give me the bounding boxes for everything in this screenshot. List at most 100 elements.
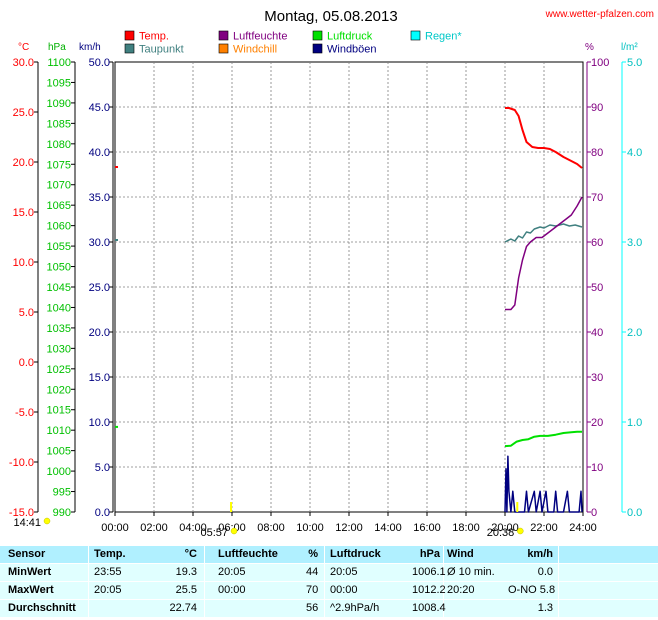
legend-label: Temp. xyxy=(139,31,169,43)
legend-swatch xyxy=(124,30,135,41)
stats-cell: Durchschnitt xyxy=(8,602,76,614)
stats-cell: % xyxy=(308,548,318,560)
x-tick-label: 10:00 xyxy=(296,522,324,534)
pressure-tick-label: 995 xyxy=(53,487,71,499)
stats-column-divider xyxy=(443,582,444,600)
stats-cell: km/h xyxy=(527,548,553,560)
humidity-tick-label: 30 xyxy=(591,372,603,384)
stats-column-divider xyxy=(558,582,559,600)
temp-tick-label: 5.0 xyxy=(19,307,34,319)
temp-unit-label: °C xyxy=(18,42,29,53)
axes: 30.0 25.0 20.0 15.0 10.0 5.0 0.0 -5.0 -10.0 -15.0… xyxy=(9,57,642,534)
stats-header-row: Sensor Temp. °C Luftfeuchte% Luftdruck hPa Win… xyxy=(0,546,658,564)
humidity-tick-label: 60 xyxy=(591,237,603,249)
rain-tick-label: 4.0 xyxy=(627,147,642,159)
stats-cell: 1008.4 xyxy=(412,602,446,614)
humidity-tick-label: 0 xyxy=(591,507,597,519)
legend-label: Luftfeuchte xyxy=(233,31,287,43)
pressure-tick-label: 1085 xyxy=(47,118,71,130)
stats-column-divider xyxy=(443,600,444,618)
stats-column-divider xyxy=(88,600,89,618)
wind-tick-label: 45.0 xyxy=(89,102,110,114)
stats-cell: 20:05 xyxy=(218,566,246,578)
temp-tick-label: 25.0 xyxy=(13,107,34,119)
rain-tick-label: 0.0 xyxy=(627,507,642,519)
stats-cell: °C xyxy=(184,548,197,560)
stats-column-divider xyxy=(558,564,559,582)
wind-tick-label: 35.0 xyxy=(89,192,110,204)
legend-swatch xyxy=(312,30,323,41)
wind-tick-label: 5.0 xyxy=(95,462,110,474)
legend-swatch xyxy=(218,43,229,54)
x-tick-label: 12:00 xyxy=(335,522,363,534)
stats-cell: 1012.2 xyxy=(412,584,446,596)
legend-label: Luftdruck xyxy=(327,31,373,43)
pressure-tick-label: 1050 xyxy=(47,262,71,274)
x-tick-label: 06:00 xyxy=(218,522,246,534)
pressure-tick-label: 1090 xyxy=(47,98,71,110)
pressure-tick-label: 1040 xyxy=(47,302,71,314)
wind-tick-label: 25.0 xyxy=(89,282,110,294)
x-tick-label: 04:00 xyxy=(179,522,207,534)
temp-tick-label: 20.0 xyxy=(13,157,34,169)
humidity-tick-label: 70 xyxy=(591,192,603,204)
stats-cell: 0.0 xyxy=(537,566,553,578)
x-tick-label: 16:00 xyxy=(413,522,441,534)
legend-label: Windchill xyxy=(233,44,277,56)
stats-cell: 20:05 xyxy=(94,584,122,596)
sun-icon xyxy=(230,527,238,535)
pressure-tick-label: 1030 xyxy=(47,343,71,355)
stats-cell: Sensor xyxy=(8,548,46,560)
pressure-tick-label: 1035 xyxy=(47,323,71,335)
rain-tick-label: 1.0 xyxy=(627,417,642,429)
pressure-tick-label: 1065 xyxy=(47,200,71,212)
stats-column-divider xyxy=(88,546,89,564)
stats-row: Durchschnitt 22.74 56 ^2.9hPa/h 1008.4 1.3 xyxy=(0,600,658,618)
pressure-tick-label: 1080 xyxy=(47,139,71,151)
series-line-2 xyxy=(505,196,583,311)
humidity-tick-label: 80 xyxy=(591,147,603,159)
pressure-tick-label: 1055 xyxy=(47,241,71,253)
stats-cell: MaxWert xyxy=(8,584,54,596)
humidity-tick-label: 40 xyxy=(591,327,603,339)
temp-tick-label: 0.0 xyxy=(19,357,34,369)
wind-tick-label: 20.0 xyxy=(89,327,110,339)
pressure-tick-label: 990 xyxy=(53,507,71,519)
wind-tick-label: 0.0 xyxy=(95,507,110,519)
stats-cell: Luftdruck xyxy=(330,548,381,560)
stats-column-divider xyxy=(88,564,89,582)
stats-column-divider xyxy=(324,582,325,600)
stats-column-divider xyxy=(88,582,89,600)
legend-swatch xyxy=(124,43,135,54)
x-tick-label: 14:00 xyxy=(374,522,402,534)
series-group xyxy=(115,107,583,513)
sun-icon xyxy=(43,517,51,525)
sun-time-label: 05:57 xyxy=(200,527,228,539)
humidity-tick-label: 10 xyxy=(591,462,603,474)
wind-tick-label: 10.0 xyxy=(89,417,110,429)
stats-column-divider xyxy=(443,546,444,564)
humidity-tick-label: 20 xyxy=(591,417,603,429)
grid xyxy=(114,61,584,513)
pressure-tick-label: 1010 xyxy=(47,425,71,437)
wind-tick-label: 15.0 xyxy=(89,372,110,384)
stats-cell: Wind xyxy=(447,548,474,560)
stats-cell: 00:00 xyxy=(330,584,358,596)
stats-column-divider xyxy=(204,600,205,618)
stats-cell: Luftfeuchte xyxy=(218,548,278,560)
stats-column-divider xyxy=(324,564,325,582)
stats-column-divider xyxy=(443,564,444,582)
stats-cell: 25.5 xyxy=(175,584,197,596)
humidity-tick-label: 100 xyxy=(591,57,609,69)
stats-cell: 23:55 xyxy=(94,566,122,578)
legend-label: Regen* xyxy=(425,31,462,43)
stats-column-divider xyxy=(204,564,205,582)
series-line-4 xyxy=(504,455,583,513)
sun-time-label: 14:41 xyxy=(13,517,41,529)
pressure-tick-label: 1020 xyxy=(47,384,71,396)
stats-cell: 20:20 xyxy=(447,584,475,596)
site-link[interactable]: www.wetter-pfalzen.com xyxy=(545,9,654,20)
wind-tick-label: 40.0 xyxy=(89,147,110,159)
sun-time-label: 20:38 xyxy=(487,527,515,539)
stats-column-divider xyxy=(324,600,325,618)
